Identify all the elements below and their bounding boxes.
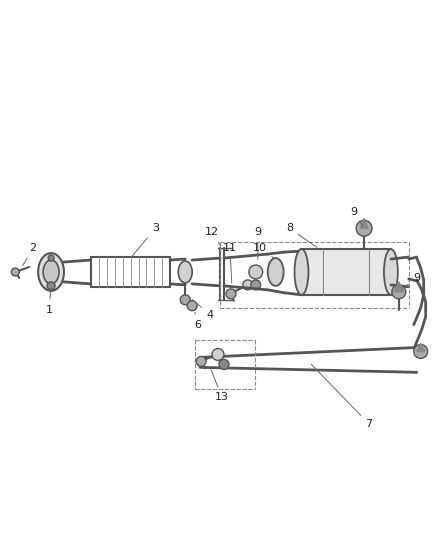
Text: 8: 8 <box>286 223 317 247</box>
Text: 4: 4 <box>192 300 214 320</box>
Polygon shape <box>394 282 404 292</box>
Text: 6: 6 <box>194 312 201 329</box>
Text: 9: 9 <box>254 227 261 259</box>
Text: 12: 12 <box>205 227 220 246</box>
Ellipse shape <box>294 249 308 295</box>
Circle shape <box>187 301 197 311</box>
Text: 11: 11 <box>223 243 237 283</box>
Circle shape <box>414 344 427 358</box>
Circle shape <box>180 295 190 305</box>
Text: 9: 9 <box>403 273 420 288</box>
Circle shape <box>226 289 236 299</box>
Circle shape <box>47 282 55 290</box>
Text: 7: 7 <box>311 365 373 429</box>
Text: 9: 9 <box>350 207 363 226</box>
Bar <box>301 249 391 295</box>
Circle shape <box>249 265 263 279</box>
Ellipse shape <box>268 258 283 286</box>
Ellipse shape <box>178 261 192 283</box>
Ellipse shape <box>384 249 398 295</box>
Text: 10: 10 <box>253 243 274 259</box>
Circle shape <box>243 280 253 290</box>
Text: 1: 1 <box>46 289 53 314</box>
Text: 13: 13 <box>211 370 229 402</box>
Text: 3: 3 <box>132 223 159 256</box>
Ellipse shape <box>43 260 59 284</box>
Circle shape <box>11 268 19 276</box>
Circle shape <box>48 255 54 261</box>
Polygon shape <box>360 219 368 228</box>
Polygon shape <box>417 343 425 351</box>
Circle shape <box>392 285 406 299</box>
Circle shape <box>196 357 206 366</box>
Circle shape <box>212 349 224 360</box>
Circle shape <box>251 280 261 290</box>
Circle shape <box>356 220 372 236</box>
Circle shape <box>219 359 229 369</box>
Text: 2: 2 <box>23 243 37 265</box>
Ellipse shape <box>38 253 64 291</box>
